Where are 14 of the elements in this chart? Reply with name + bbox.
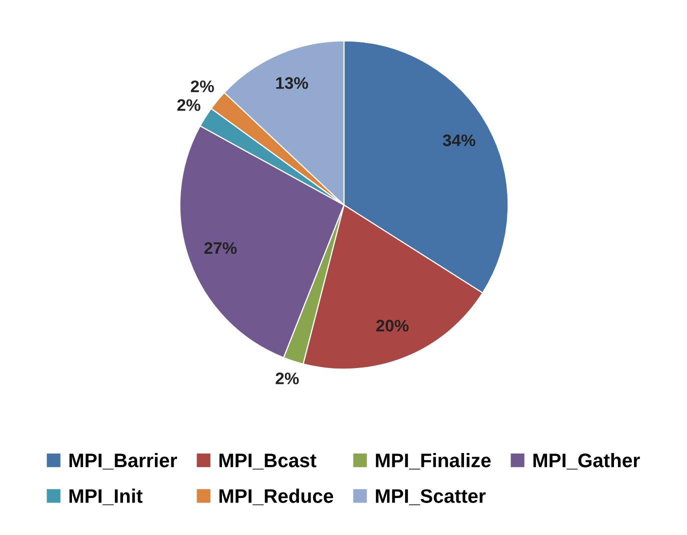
data-label: 2% xyxy=(177,99,200,111)
legend-label: MPI_Finalize xyxy=(376,453,491,470)
legend-label: MPI_Bcast xyxy=(219,454,316,470)
data-label: 34% xyxy=(442,134,476,146)
data-label: 20% xyxy=(376,320,409,332)
legend-label: MPI_Barrier xyxy=(69,453,178,470)
legend-label: MPI_Init xyxy=(69,488,142,506)
legend-label: MPI_Gather xyxy=(533,453,640,470)
data-label: 2% xyxy=(190,80,214,92)
data-label: 27% xyxy=(204,242,237,254)
legend-label: MPI_Reduce xyxy=(219,488,334,506)
data-label: 13% xyxy=(276,77,308,89)
legend-label: MPI_Scatter xyxy=(376,489,486,506)
data-label: 2% xyxy=(276,372,299,384)
